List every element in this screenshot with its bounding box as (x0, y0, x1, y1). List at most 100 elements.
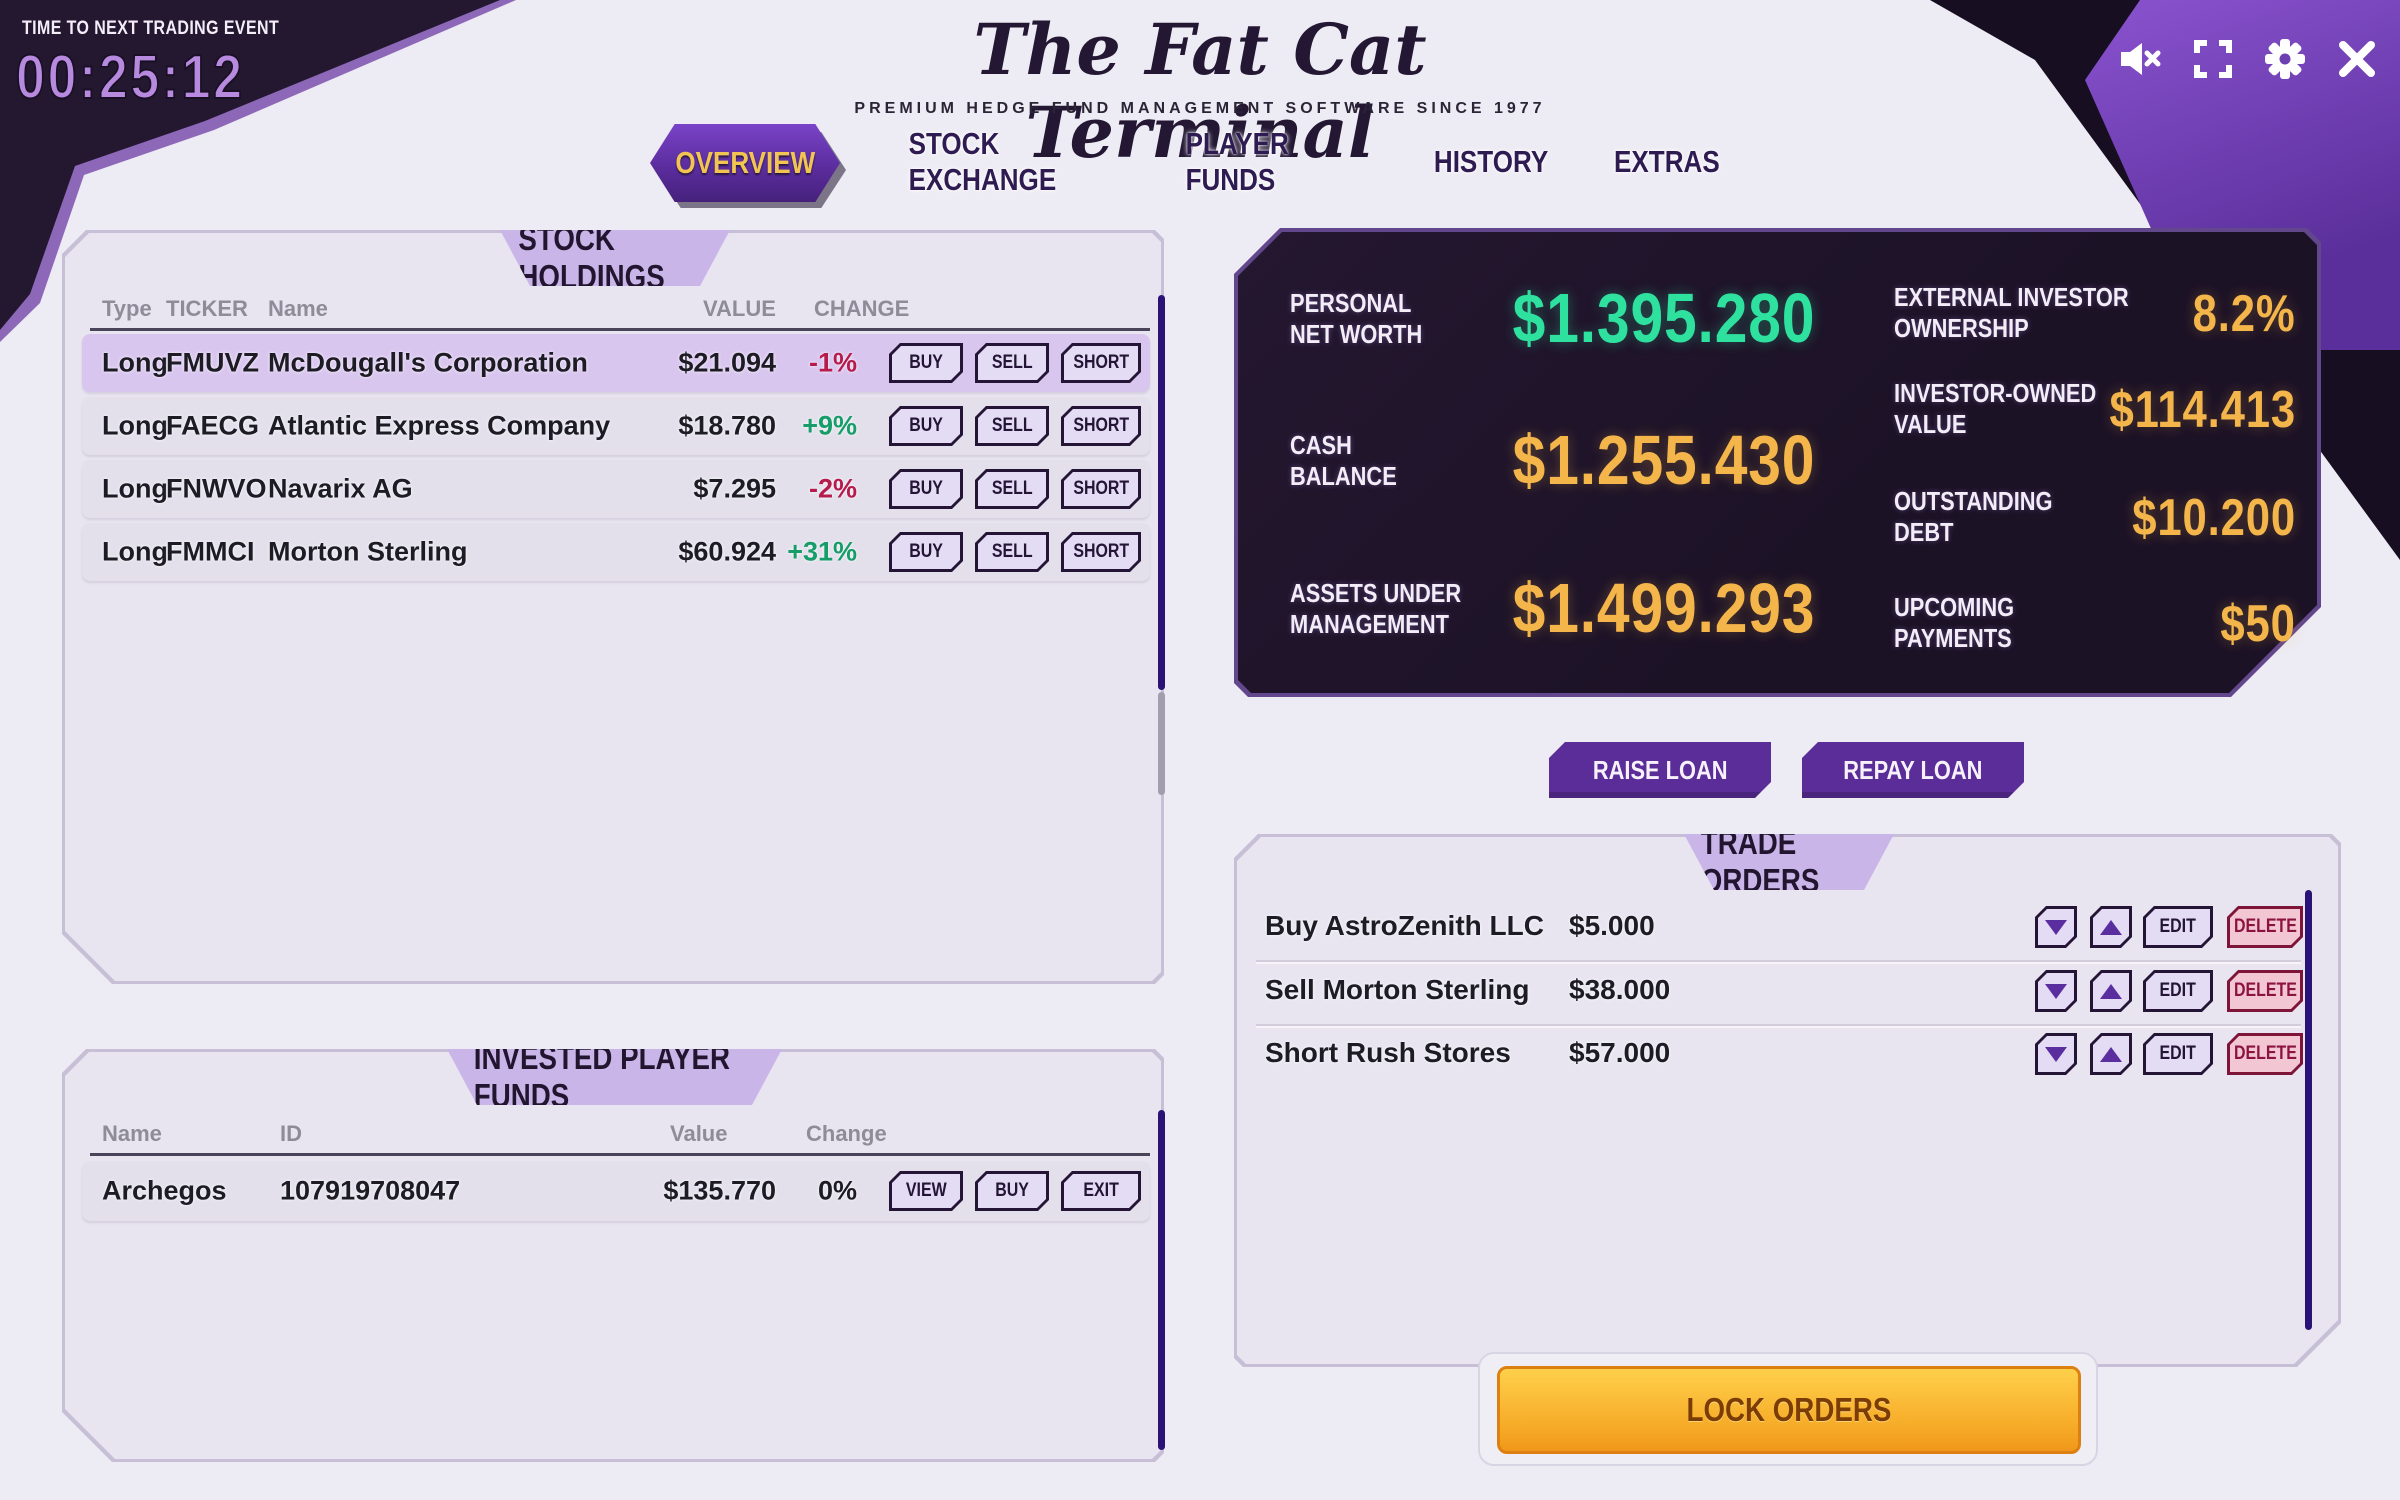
fullscreen-button[interactable] (2190, 36, 2236, 82)
trade-orders-panel: TRADE ORDERS Buy AstroZenith LLC $5.000 … (1234, 834, 2341, 1367)
column-header-value: Value (670, 1121, 728, 1146)
buy-button[interactable]: BUY (889, 343, 963, 383)
fund-row-archegos[interactable]: Archegos 107919708047 $135.770 0% VIEW B… (82, 1161, 1150, 1221)
stock-row-fnwvo[interactable]: Long FNWVO Navarix AG $7.295 -2% BUY SEL… (82, 460, 1150, 518)
stock-holdings-panel: STOCK HOLDINGS Type TICKER Name VALUE CH… (62, 230, 1165, 984)
investor-owned-value-label: INVESTOR-OWNED VALUE (1894, 378, 2097, 439)
stock-type: Long (102, 410, 168, 441)
sell-button[interactable]: SELL (975, 469, 1049, 509)
column-header-value: VALUE (703, 296, 776, 321)
lock-orders-button[interactable]: LOCK ORDERS (1497, 1366, 2081, 1454)
trade-order-row[interactable]: Buy AstroZenith LLC $5.000 EDIT DELETE (1234, 900, 2341, 952)
edit-order-button[interactable]: EDIT (2143, 906, 2213, 948)
delete-order-button[interactable]: DELETE (2227, 906, 2303, 948)
delete-order-button[interactable]: DELETE (2227, 1033, 2303, 1075)
sell-button[interactable]: SELL (975, 343, 1049, 383)
sell-button[interactable]: SELL (975, 406, 1049, 446)
stock-value: $60.924 (678, 536, 776, 567)
increase-order-button[interactable] (2090, 1033, 2132, 1075)
delete-order-button[interactable]: DELETE (2227, 970, 2303, 1012)
column-header-change: Change (806, 1121, 887, 1146)
trade-orders-scrollbar[interactable] (2305, 890, 2312, 1330)
external-investor-ownership-label: EXTERNAL INVESTOR OWNERSHIP (1894, 282, 2129, 343)
trade-order-row[interactable]: Short Rush Stores $57.000 EDIT DELETE (1234, 1027, 2341, 1079)
buy-button[interactable]: BUY (889, 469, 963, 509)
short-button[interactable]: SHORT (1061, 343, 1141, 383)
increase-order-button[interactable] (2090, 970, 2132, 1012)
finance-summary-panel: PERSONAL NET WORTH $1.395.280 CASH BALAN… (1234, 228, 2321, 697)
panel-fill (65, 1052, 1161, 1459)
investor-owned-value-value: $114.413 (2109, 381, 2296, 439)
decrease-order-button[interactable] (2035, 970, 2077, 1012)
tab-history[interactable]: HISTORY (1433, 144, 1549, 179)
close-button[interactable] (2334, 36, 2380, 82)
decrease-order-button[interactable] (2035, 1033, 2077, 1075)
order-value: $5.000 (1569, 910, 1655, 941)
stock-value: $18.780 (678, 410, 776, 441)
tab-overview[interactable]: OVERVIEW (650, 124, 840, 202)
divider (90, 328, 1150, 331)
tab-extras[interactable]: EXTRAS (1614, 144, 1720, 179)
stock-change: -1% (808, 347, 857, 378)
short-button[interactable]: SHORT (1061, 469, 1141, 509)
timer-value: 00:25:12 (15, 42, 245, 113)
personal-net-worth-value: $1.395.280 (1512, 279, 1815, 357)
raise-loan-button[interactable]: RAISE LOAN (1549, 742, 1771, 798)
arrow-down-icon (2045, 920, 2067, 935)
increase-order-button[interactable] (2090, 906, 2132, 948)
assets-under-management-value: $1.499.293 (1512, 569, 1815, 647)
buy-button[interactable]: BUY (889, 532, 963, 572)
tab-stock-exchange[interactable]: STOCK EXCHANGE (908, 126, 1057, 197)
stock-row-fmmci[interactable]: Long FMMCI Morton Sterling $60.924 +31% … (82, 523, 1150, 581)
settings-button[interactable] (2262, 36, 2308, 82)
invested-funds-title-tab: INVESTED PLAYER FUNDS (447, 1049, 782, 1105)
stock-holdings-scrollbar[interactable] (1158, 295, 1165, 690)
sell-button[interactable]: SELL (975, 532, 1049, 572)
arrow-down-icon (2045, 1047, 2067, 1062)
divider (1256, 1024, 2301, 1026)
upcoming-payments-label: UPCOMING PAYMENTS (1894, 592, 2015, 653)
stock-value: $7.295 (693, 473, 776, 504)
stock-row-fmuvz[interactable]: Long FMUVZ McDougall's Corporation $21.0… (82, 334, 1150, 392)
exit-fund-button[interactable]: EXIT (1061, 1171, 1141, 1211)
order-name: Buy AstroZenith LLC (1265, 910, 1544, 941)
app-title: The Fat Cat Terminal (973, 8, 1427, 174)
fund-id: 107919708047 (280, 1175, 461, 1206)
cash-balance-label: CASH BALANCE (1290, 430, 1397, 491)
short-button[interactable]: SHORT (1061, 532, 1141, 572)
trade-order-row[interactable]: Sell Morton Sterling $38.000 EDIT DELETE (1234, 964, 2341, 1016)
stock-ticker: FNWVO (166, 473, 267, 504)
buy-button[interactable]: BUY (889, 406, 963, 446)
column-header-name: Name (268, 296, 328, 321)
stock-name: McDougall's Corporation (268, 347, 588, 378)
view-fund-button[interactable]: VIEW (889, 1171, 963, 1211)
stock-name: Morton Sterling (268, 536, 468, 567)
order-name: Sell Morton Sterling (1265, 974, 1530, 1005)
short-button[interactable]: SHORT (1061, 406, 1141, 446)
column-header-ticker: TICKER (166, 296, 248, 321)
divider (90, 1153, 1150, 1156)
cash-balance-value: $1.255.430 (1512, 421, 1815, 499)
arrow-up-icon (2100, 1047, 2122, 1062)
mute-button[interactable] (2118, 36, 2164, 82)
fund-change: 0% (817, 1175, 857, 1206)
speaker-muted-icon (2121, 43, 2161, 75)
repay-loan-button[interactable]: REPAY LOAN (1802, 742, 2024, 798)
decrease-order-button[interactable] (2035, 906, 2077, 948)
external-investor-ownership-value: 8.2% (2193, 285, 2296, 343)
trade-orders-title-tab: TRADE ORDERS (1684, 834, 1894, 890)
buy-fund-button[interactable]: BUY (975, 1171, 1049, 1211)
stock-ticker: FAECG (166, 410, 260, 441)
edit-order-button[interactable]: EDIT (2143, 970, 2213, 1012)
divider (1256, 960, 2301, 962)
stock-holdings-scrollbar-track[interactable] (1158, 692, 1165, 795)
edit-order-button[interactable]: EDIT (2143, 1033, 2213, 1075)
stock-row-faecg[interactable]: Long FAECG Atlantic Express Company $18.… (82, 397, 1150, 455)
invested-player-funds-panel: INVESTED PLAYER FUNDS Name ID Value Chan… (62, 1049, 1165, 1462)
close-icon (2339, 41, 2375, 77)
stock-ticker: FMMCI (166, 536, 255, 567)
invested-funds-scrollbar[interactable] (1158, 1110, 1165, 1450)
tab-player-funds[interactable]: PLAYER FUNDS (1185, 126, 1289, 197)
stock-change: -2% (808, 473, 857, 504)
assets-under-management-label: ASSETS UNDER MANAGEMENT (1290, 578, 1462, 639)
